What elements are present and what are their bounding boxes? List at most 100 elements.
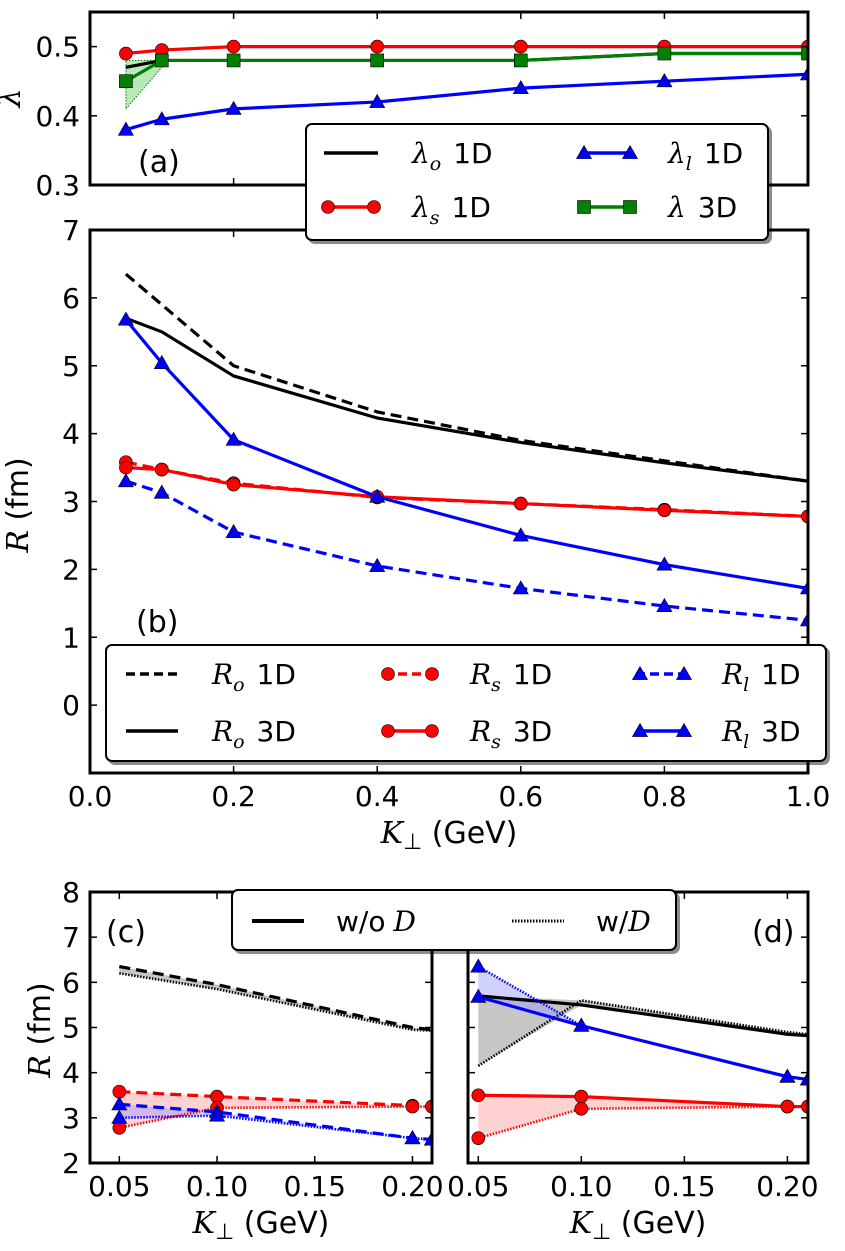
legend-symbol: D — [627, 905, 650, 938]
plot-area-d — [470, 958, 808, 1145]
legend-dim: 3D — [761, 715, 800, 748]
x-axis-label-unit: (GeV) — [611, 1206, 706, 1241]
legend-label: Rl 1D — [721, 658, 801, 696]
y-tick-label: 0.5 — [35, 31, 80, 64]
legend-marker — [675, 665, 693, 680]
legend-text: w/o — [336, 905, 385, 938]
plot-area-c — [111, 964, 432, 1146]
x-axis-label-unit: (GeV) — [422, 816, 517, 851]
legend-label: Ro 3D — [211, 715, 296, 753]
legend-sub: o — [430, 153, 441, 175]
data-point — [369, 93, 386, 108]
data-point — [513, 496, 528, 511]
data-point — [404, 1130, 421, 1145]
data-point — [155, 462, 169, 477]
legend-marker — [367, 200, 381, 214]
data-point — [119, 46, 133, 61]
y-tick-label: 5 — [62, 350, 80, 383]
data-point — [656, 556, 673, 571]
legend-label: λl 1D — [667, 137, 743, 175]
legend-sub: s — [430, 207, 440, 229]
y-tick-label: 4 — [62, 1057, 80, 1090]
y-tick-label: 5 — [62, 1012, 80, 1045]
series-line — [478, 1093, 808, 1109]
data-point — [471, 1088, 486, 1103]
x-tick-label: 0.6 — [499, 780, 544, 813]
legend-dim: 3D — [257, 715, 296, 748]
data-point — [117, 473, 134, 488]
x-tick-label: 0.20 — [381, 1170, 443, 1203]
legend-dim: 3D — [698, 191, 737, 224]
data-point — [119, 74, 133, 88]
x-tick-label: 1.0 — [786, 780, 831, 813]
series-line — [477, 1105, 808, 1140]
data-point — [369, 557, 386, 572]
legend-dim: 3D — [513, 715, 552, 748]
plot-area-a — [117, 39, 808, 136]
legend-symbol: R — [469, 658, 491, 691]
legend-label: Rl 3D — [721, 715, 801, 753]
y-tick-label: 6 — [62, 282, 80, 315]
data-point — [225, 100, 242, 115]
data-point — [656, 597, 673, 612]
data-point — [657, 46, 672, 61]
data-point — [226, 53, 241, 68]
legend-symbol: λ — [411, 137, 430, 170]
data-point — [801, 46, 808, 61]
legend-symbol: λ — [411, 191, 430, 224]
series-line — [478, 994, 808, 1038]
series-line — [477, 995, 808, 1082]
data-point — [423, 1131, 432, 1146]
legend-label: Rs 1D — [469, 658, 552, 696]
data-point — [573, 1017, 590, 1032]
legend-symbol: λ — [667, 137, 686, 170]
data-point — [513, 53, 528, 68]
data-point — [226, 39, 241, 54]
legend-sub: o — [233, 731, 244, 753]
legend-label: w/D — [596, 905, 651, 938]
data-point — [799, 580, 808, 595]
data-point — [513, 39, 528, 54]
legend-marker — [577, 200, 591, 214]
x-tick-label: 0.10 — [550, 1170, 612, 1203]
legend-box — [231, 889, 677, 951]
y-axis-label-unit: (fm) — [1, 457, 36, 530]
legend-symbol: R — [721, 715, 743, 748]
x-tick-label: 0.20 — [756, 1170, 818, 1203]
legend-symbol: D — [392, 905, 415, 938]
legend-marker — [425, 667, 439, 681]
legend-marker — [631, 665, 649, 680]
data-point — [225, 431, 242, 446]
data-point — [471, 1131, 486, 1145]
x-axis-label-sub: ⊥ — [403, 830, 422, 855]
series-line — [125, 72, 808, 132]
data-point — [470, 988, 487, 1003]
legend-marker — [321, 200, 335, 214]
x-axis-label: K⊥ (GeV) — [192, 1206, 330, 1245]
series-line — [124, 318, 808, 590]
x-axis-label-symbol: K — [380, 816, 405, 851]
y-tick-label: 0 — [62, 689, 80, 722]
y-axis-label-symbol: λ — [0, 88, 28, 108]
legend-label: w/o D — [336, 905, 416, 938]
y-tick-label: 4 — [62, 418, 80, 451]
x-tick-label: 0.15 — [284, 1170, 346, 1203]
data-point — [799, 1071, 808, 1086]
data-point — [369, 488, 386, 503]
legend-label: λ 3D — [667, 191, 737, 224]
y-tick-label: 8 — [62, 876, 80, 909]
x-axis-label-symbol: K — [192, 1206, 217, 1241]
legend-symbol: R — [721, 658, 743, 691]
data-point — [111, 1109, 128, 1124]
plot-area-b — [117, 272, 808, 627]
y-tick-label: 2 — [62, 1147, 80, 1180]
series-line — [124, 272, 808, 483]
y-tick-label: 3 — [62, 486, 80, 519]
legend-dim: 1D — [761, 658, 800, 691]
legend-marker — [381, 724, 395, 738]
legend-symbol: R — [469, 715, 491, 748]
legend-marker — [425, 724, 439, 738]
data-point — [225, 523, 242, 538]
data-point — [370, 39, 385, 54]
